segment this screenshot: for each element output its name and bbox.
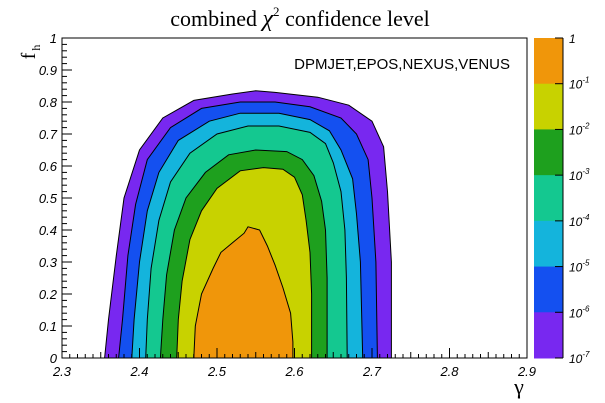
y-axis-label-main: f: [18, 52, 40, 59]
y-tick-label: 1: [50, 31, 57, 46]
colorbar-tick-label: 10-7: [569, 350, 590, 366]
y-axis-ticks: 0 0.1 0.2 0.3 0.4 0.5 0.6 0.7 0.8 0.9 1: [39, 31, 72, 366]
colorbar-tick-label: 10-3: [569, 167, 590, 183]
colorbar-segment: [534, 266, 563, 313]
y-axis-label-sub: h: [29, 45, 43, 51]
x-tick-label: 2.6: [284, 364, 304, 379]
colorbar-tick-label: 10-4: [569, 213, 590, 229]
x-axis-label: γ: [513, 374, 524, 399]
title-superscript: 2: [273, 4, 280, 19]
title-symbol: χ: [260, 6, 274, 32]
annotation-models: DPMJET,EPOS,NEXUS,VENUS: [294, 56, 510, 73]
title-rest: confidence level: [280, 6, 430, 31]
y-axis-label: fh: [18, 45, 43, 60]
contour-regions: [104, 90, 392, 359]
colorbar-segment: [534, 175, 563, 222]
colorbar-segment: [534, 129, 563, 176]
colorbar-tick-label: 10-6: [569, 304, 590, 320]
colorbar-segment: [534, 220, 563, 268]
title-main: combined: [170, 6, 262, 31]
x-tick-label: 2.4: [129, 364, 148, 379]
x-tick-label: 2.3: [52, 364, 72, 379]
colorbar-tick-label: 1: [569, 32, 576, 46]
chart-title: combined χ2 confidence level: [170, 4, 430, 32]
colorbar-tick-label: 10-2: [569, 121, 590, 137]
y-tick-label: 0.5: [39, 191, 58, 206]
x-axis-ticks: 2.3 2.4 2.5 2.6 2.7 2.8 2.9: [52, 348, 536, 379]
y-tick-label: 0: [50, 351, 58, 366]
y-tick-label: 0.9: [39, 63, 57, 78]
svg-text:fh: fh: [18, 45, 43, 60]
y-tick-label: 0.6: [39, 159, 58, 174]
colorbar-tick-label: 10-1: [569, 76, 589, 92]
x-tick-label: 2.9: [517, 364, 536, 379]
colorbar-segment: [534, 38, 563, 85]
y-tick-label: 0.8: [39, 95, 58, 110]
y-tick-label: 0.1: [39, 319, 57, 334]
contour-level-1e-1: [193, 226, 294, 359]
colorbar: 1 10-1 10-2 10-3 10-4 10-5 10-6 10-7: [534, 32, 590, 366]
x-tick-label: 2.5: [207, 364, 227, 379]
y-tick-label: 0.7: [39, 127, 58, 142]
x-tick-label: 2.7: [362, 364, 382, 379]
y-tick-label: 0.4: [39, 223, 57, 238]
x-tick-label: 2.8: [439, 364, 459, 379]
colorbar-tick-label: 10-5: [569, 259, 590, 275]
y-tick-label: 0.2: [39, 287, 58, 302]
colorbar-segment: [534, 83, 563, 130]
colorbar-segment: [534, 312, 563, 359]
y-tick-label: 0.3: [39, 255, 58, 270]
